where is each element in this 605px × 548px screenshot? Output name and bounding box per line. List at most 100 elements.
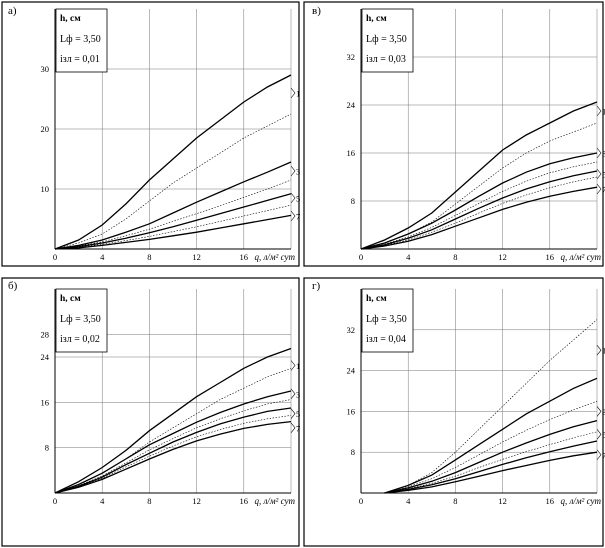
series-line-2 xyxy=(54,113,292,250)
curve-bracket xyxy=(290,388,296,400)
series-line-4 xyxy=(384,419,598,494)
curve-bracket xyxy=(290,192,296,204)
curve-label: 5 xyxy=(296,194,300,204)
curve-label: 7 xyxy=(296,212,300,222)
series-line-1 xyxy=(54,347,292,494)
curve-label: 3 xyxy=(296,389,300,399)
curve-bracket xyxy=(596,105,602,117)
series-line-4 xyxy=(54,179,292,250)
panel-label: в) xyxy=(312,5,321,17)
parameter-label: iзл = 0,04 xyxy=(366,334,406,345)
x-tick-label: 16 xyxy=(240,252,249,262)
info-box xyxy=(361,8,414,73)
x-tick-label: 0 xyxy=(359,252,363,262)
curve-label: 5 xyxy=(602,430,605,440)
curve-bracket xyxy=(290,360,296,371)
chart-panel-g: г) 0 4 8 12 16 8 16 24 32 h, см Lф = 3,50 iзл = 0,04… xyxy=(303,277,605,547)
curve-bracket xyxy=(290,87,296,99)
y-tick-label: 10 xyxy=(41,184,50,194)
panel-label: а) xyxy=(8,5,17,17)
x-tick-label: 8 xyxy=(453,252,457,262)
series-line-5 xyxy=(360,170,598,250)
parameter-label: Lф = 3,50 xyxy=(366,314,407,325)
x-tick-label: 12 xyxy=(192,252,201,262)
series-line-4 xyxy=(360,161,598,250)
y-tick-label: 30 xyxy=(41,64,50,74)
y-tick-label: 24 xyxy=(347,100,356,110)
x-tick-label: 12 xyxy=(192,496,201,506)
y-tick-label: 32 xyxy=(347,52,356,62)
series-line-5 xyxy=(54,193,292,250)
series-line-3 xyxy=(54,161,292,250)
parameter-label: iзл = 0,01 xyxy=(60,54,100,65)
curve-label: 7 xyxy=(296,423,300,433)
y-tick-label: 32 xyxy=(347,325,356,335)
series-line-5 xyxy=(384,431,598,494)
x-tick-label: 4 xyxy=(406,252,411,262)
series-line-6 xyxy=(54,415,292,494)
panel-label: б) xyxy=(8,280,18,292)
parameter-label: Lф = 3,50 xyxy=(366,34,407,45)
x-tick-label: 4 xyxy=(100,496,105,506)
info-box xyxy=(361,288,414,353)
curve-bracket xyxy=(596,345,602,356)
curve-label: 7 xyxy=(602,450,605,460)
series-line-4 xyxy=(54,399,292,494)
series-line-7 xyxy=(384,451,598,494)
y-tick-label: 20 xyxy=(41,124,50,134)
curve-bracket xyxy=(290,408,296,419)
series-line-7 xyxy=(360,186,598,250)
x-tick-label: 0 xyxy=(53,252,57,262)
y-tick-label: 16 xyxy=(41,397,50,407)
x-axis-label: q, л/м² сут xyxy=(254,252,295,262)
chart-panel-b: б) 0 4 8 12 16 8 16 24 28 h, см Lф = 3,50 iзл = 0,02… xyxy=(1,277,300,547)
x-tick-label: 4 xyxy=(406,496,411,506)
series-line-2 xyxy=(360,122,598,250)
series-line-5 xyxy=(54,407,292,494)
x-tick-label: 16 xyxy=(240,496,249,506)
x-tick-label: 12 xyxy=(498,496,507,506)
chart-panel-a: а) 0 4 8 12 16 10 20 30 h, см Lф = 3,50 iзл = 0,01 q… xyxy=(1,1,300,267)
chart-panel-v: в) 0 4 8 12 16 8 16 24 32 h, см Lф = 3,50 iзл = 0,03… xyxy=(303,1,605,267)
series-line-6 xyxy=(54,204,292,250)
curve-bracket xyxy=(596,449,602,460)
curve-bracket xyxy=(596,168,602,180)
curve-bracket xyxy=(290,210,296,222)
series-line-3 xyxy=(360,152,598,250)
series-line-2 xyxy=(384,377,598,494)
curve-label: 1 xyxy=(602,346,605,356)
series-line-3 xyxy=(54,390,292,494)
y-tick-label: 8 xyxy=(351,196,355,206)
y-axis-label: h, см xyxy=(60,294,81,304)
x-tick-label: 12 xyxy=(498,252,507,262)
info-box xyxy=(55,8,108,73)
curve-label: 3 xyxy=(602,149,605,159)
x-axis-label: q, л/м² сут xyxy=(254,496,295,506)
parameter-label: iзл = 0,03 xyxy=(366,54,406,65)
series-line-6 xyxy=(384,440,598,494)
series-line-1 xyxy=(54,74,292,250)
y-tick-label: 24 xyxy=(41,352,50,362)
x-axis-label: q, л/м² сут xyxy=(560,496,601,506)
panel-frame xyxy=(303,1,604,267)
panel-label: г) xyxy=(312,280,321,292)
y-tick-label: 28 xyxy=(41,329,50,339)
curve-label: 3 xyxy=(602,407,605,417)
x-tick-label: 0 xyxy=(53,496,57,506)
x-tick-label: 8 xyxy=(147,496,151,506)
curve-bracket xyxy=(290,422,296,434)
curve-label: 5 xyxy=(602,170,605,180)
curve-bracket xyxy=(596,406,602,417)
curve-bracket xyxy=(596,429,602,440)
x-tick-label: 16 xyxy=(546,252,555,262)
y-tick-label: 16 xyxy=(347,406,356,416)
curve-bracket xyxy=(596,183,602,195)
curve-label: 1 xyxy=(296,89,300,99)
panel-frame xyxy=(303,277,604,547)
series-line-3 xyxy=(384,400,598,494)
parameter-label: Lф = 3,50 xyxy=(60,34,101,45)
series-line-7 xyxy=(54,214,292,250)
x-tick-label: 4 xyxy=(100,252,105,262)
y-tick-label: 8 xyxy=(45,443,49,453)
